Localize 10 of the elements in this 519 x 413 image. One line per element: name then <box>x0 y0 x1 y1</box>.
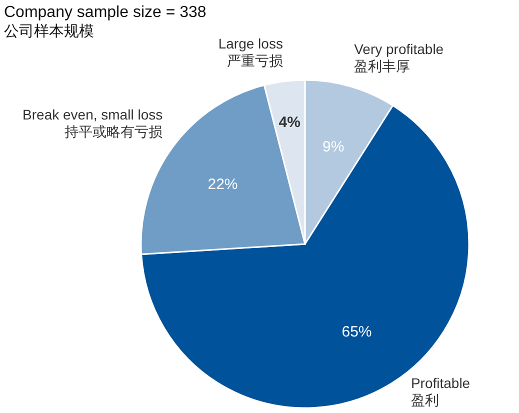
data-label: 65% <box>342 324 372 341</box>
chart-subtitle: 公司样本规模 <box>4 23 94 40</box>
data-label: 9% <box>322 138 344 156</box>
slice-label: Profitable 盈利 <box>410 375 470 408</box>
data-label: 22% <box>208 176 238 194</box>
slice-label: Very profitable 盈利丰厚 <box>354 40 444 74</box>
slice-label: Break even, small loss 持平或略有亏损 <box>22 106 163 140</box>
data-label: 4% <box>278 114 300 131</box>
slice-label: Large loss 严重亏损 <box>218 35 283 68</box>
chart-title: Company sample size = 338 <box>4 4 206 21</box>
